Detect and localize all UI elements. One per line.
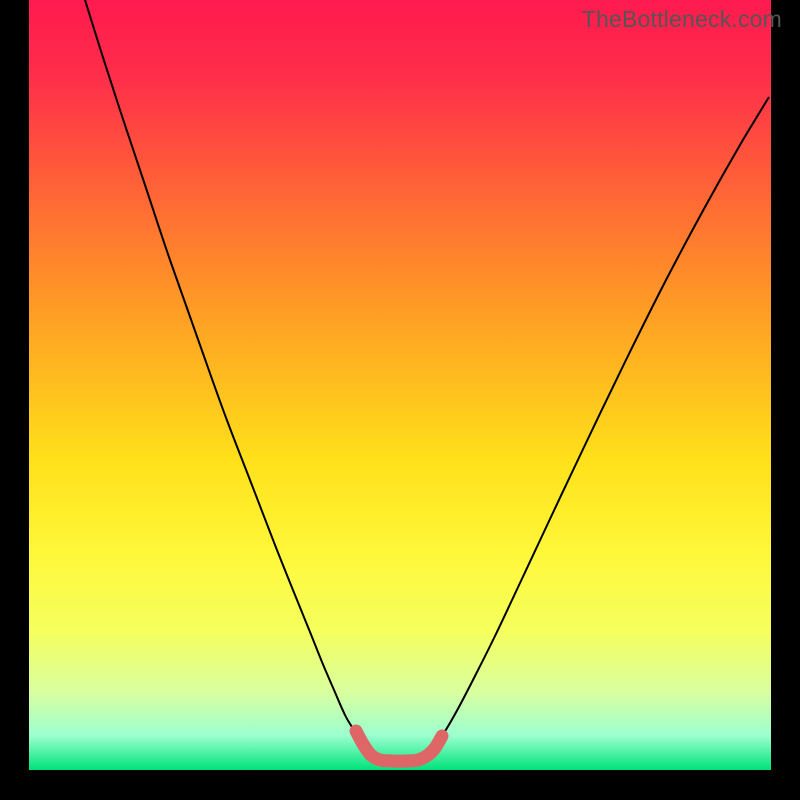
border-right <box>771 0 800 800</box>
chart-container: TheBottleneck.com <box>0 0 800 800</box>
border-bottom <box>0 770 800 800</box>
border-left <box>0 0 29 800</box>
watermark-label: TheBottleneck.com <box>582 6 782 33</box>
gradient-background <box>29 0 771 770</box>
bottleneck-curve-chart <box>0 0 800 800</box>
